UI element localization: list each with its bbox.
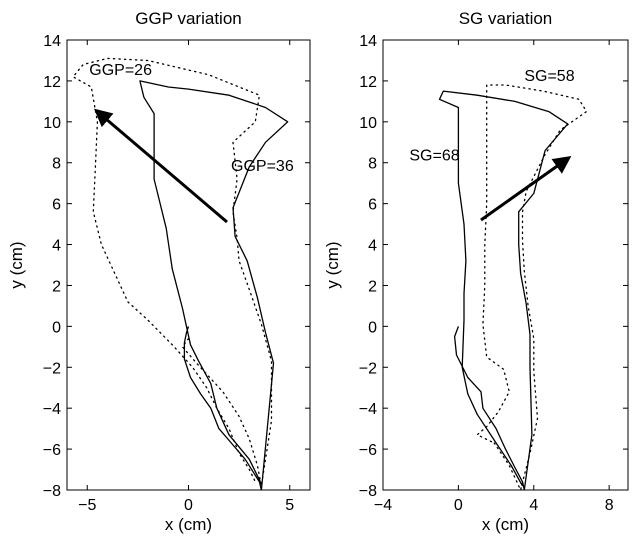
y-tick-label: 2	[368, 278, 377, 295]
y-tick-label: 12	[43, 74, 61, 91]
y-tick-label: 0	[368, 319, 377, 336]
chart-title: SG variation	[459, 9, 553, 28]
y-tick-label: 6	[368, 197, 377, 214]
x-axis-label: x (cm)	[482, 515, 529, 534]
series-line-dotted	[476, 84, 588, 490]
y-tick-label: 8	[368, 156, 377, 173]
plot-area	[438, 84, 588, 490]
y-tick-label: −2	[359, 360, 377, 377]
y-tick-label: 4	[368, 238, 377, 255]
chart-panel-1: GGP variation −5 0 5 −8 −6 −4 −2 0 2 4 6 8 10 12 14 x (c…	[7, 9, 311, 534]
x-tick-label: 0	[454, 497, 463, 514]
series-line-dotted	[72, 57, 273, 487]
axes-frame	[66, 39, 311, 491]
x-tick-label: −4	[374, 497, 392, 514]
x-axis-label: x (cm)	[165, 515, 212, 534]
y-axis-label: y (cm)	[323, 241, 342, 288]
y-tick-label: 10	[359, 115, 377, 132]
series-line-solid	[438, 90, 569, 490]
y-tick-label: 0	[52, 319, 61, 336]
y-tick-label: −6	[359, 442, 377, 459]
chart-panel-2: SG variation −4 0 4 8 −8 −6 −4 −2 0 2 4 6 8 10 12 14 x (c…	[323, 9, 629, 534]
y-tick-label: 10	[43, 115, 61, 132]
y-tick-label: −8	[359, 483, 377, 500]
axes-frame	[382, 39, 629, 491]
annotation-label: SG=58	[524, 68, 574, 85]
y-tick-label: 2	[52, 278, 61, 295]
x-tick-label: 0	[184, 497, 193, 514]
x-tick-label: 5	[285, 497, 294, 514]
x-tick-label: −5	[78, 497, 96, 514]
y-tick-label: −2	[43, 360, 61, 377]
chart-title: GGP variation	[135, 9, 241, 28]
y-tick-label: −4	[359, 401, 377, 418]
y-axis-label: y (cm)	[7, 241, 26, 288]
y-tick-label: −8	[43, 483, 61, 500]
plot-area	[72, 57, 289, 490]
y-tick-label: −4	[43, 401, 61, 418]
annotation-label: GGP=26	[89, 62, 152, 79]
y-tick-label: 14	[43, 33, 61, 50]
y-tick-label: 4	[52, 238, 61, 255]
annotation-label: GGP=36	[231, 158, 294, 175]
series-line-solid	[139, 80, 289, 490]
y-tick-label: 8	[52, 156, 61, 173]
trend-arrow	[480, 156, 572, 222]
y-tick-label: 6	[52, 197, 61, 214]
x-tick-label: 8	[605, 497, 614, 514]
annotation-label: SG=68	[409, 148, 459, 165]
y-tick-label: 12	[359, 74, 377, 91]
x-tick-label: 4	[529, 497, 538, 514]
trend-arrow	[93, 108, 228, 224]
y-tick-label: −6	[43, 442, 61, 459]
y-tick-label: 14	[359, 33, 377, 50]
